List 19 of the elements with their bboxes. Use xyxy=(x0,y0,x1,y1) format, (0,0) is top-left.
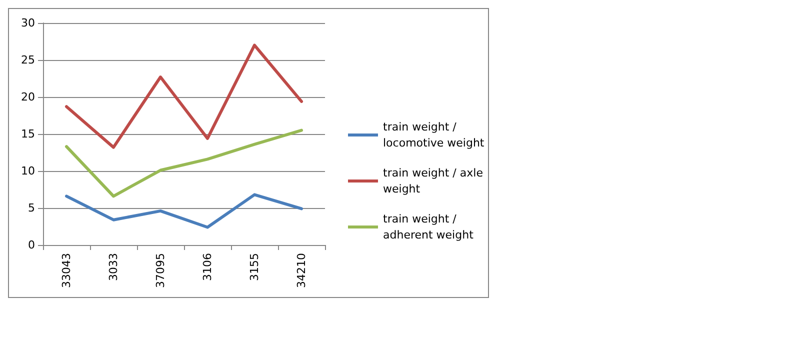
y-tick-label: 20 xyxy=(21,90,35,104)
x-tick-label: 3106 xyxy=(201,253,214,281)
legend-label: train weight / axle weight xyxy=(383,166,486,196)
line-series xyxy=(65,128,303,198)
x-tick-label: 3033 xyxy=(107,253,120,281)
x-tick-label: 34210 xyxy=(295,253,308,288)
x-tick-label: 3155 xyxy=(248,253,261,281)
line-series xyxy=(65,193,303,229)
y-tick-label: 10 xyxy=(21,164,35,178)
y-tick-label: 30 xyxy=(21,16,35,30)
legend-label: train weight / adherent weight xyxy=(383,212,474,242)
x-tick-label: 33043 xyxy=(60,253,73,288)
y-tick-label: 25 xyxy=(21,54,35,66)
legend-label: train weight / locomotive weight xyxy=(383,120,485,150)
line-series xyxy=(65,44,303,149)
y-tick-label: 15 xyxy=(21,128,35,140)
y-tick-label: 0 xyxy=(28,238,35,252)
x-tick-label: 37095 xyxy=(154,253,167,288)
y-tick-label: 5 xyxy=(28,202,35,214)
